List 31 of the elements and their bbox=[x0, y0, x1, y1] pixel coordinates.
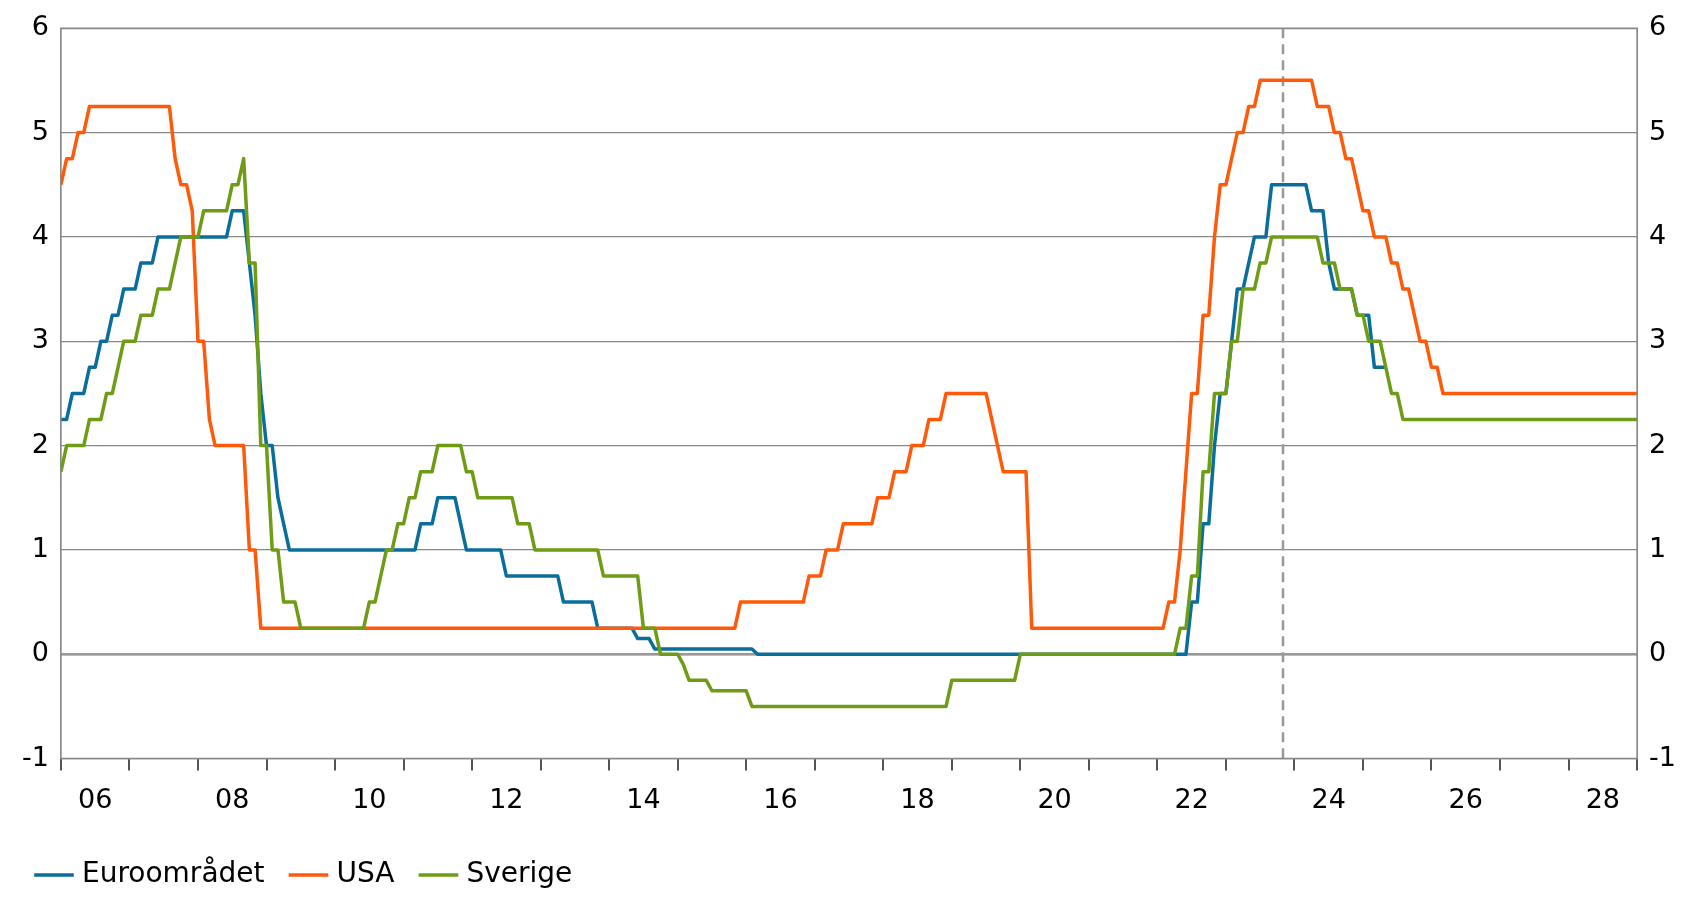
y2-tick-label: 1 bbox=[1649, 531, 1667, 563]
x-tick-label: 16 bbox=[763, 782, 798, 814]
y-tick-label: 6 bbox=[31, 10, 49, 42]
x-tick-label: 08 bbox=[215, 782, 250, 814]
x-tick-label: 24 bbox=[1311, 782, 1346, 814]
x-tick-label: 10 bbox=[352, 782, 387, 814]
x-tick-label: 22 bbox=[1174, 782, 1209, 814]
legend-label: Euroområdet bbox=[82, 856, 265, 890]
legend-label: USA bbox=[336, 856, 395, 890]
y-tick-label: 2 bbox=[31, 427, 49, 459]
x-tick-label: 14 bbox=[626, 782, 661, 814]
x-tick-label: 18 bbox=[900, 782, 935, 814]
y-tick-label: 3 bbox=[31, 323, 49, 355]
y2-tick-label: 4 bbox=[1649, 218, 1667, 250]
y-tick-label: 5 bbox=[31, 114, 49, 146]
y2-tick-label: 3 bbox=[1649, 323, 1667, 355]
y-tick-label: 0 bbox=[31, 636, 49, 668]
legend-label: Sverige bbox=[466, 856, 573, 890]
x-tick-label: 28 bbox=[1585, 782, 1620, 814]
y2-tick-label: 0 bbox=[1649, 636, 1667, 668]
x-tick-label: 26 bbox=[1448, 782, 1483, 814]
x-tick-label: 12 bbox=[489, 782, 524, 814]
x-tick-label: 06 bbox=[78, 782, 113, 814]
y2-tick-label: 5 bbox=[1649, 114, 1667, 146]
y2-tick-label: 2 bbox=[1649, 427, 1667, 459]
y-tick-label: 4 bbox=[31, 218, 49, 250]
y2-tick-label: -1 bbox=[1649, 740, 1676, 772]
y-tick-label: -1 bbox=[22, 740, 49, 772]
x-tick-label: 20 bbox=[1037, 782, 1072, 814]
y-tick-label: 1 bbox=[31, 531, 49, 563]
y2-tick-label: 6 bbox=[1649, 10, 1667, 42]
